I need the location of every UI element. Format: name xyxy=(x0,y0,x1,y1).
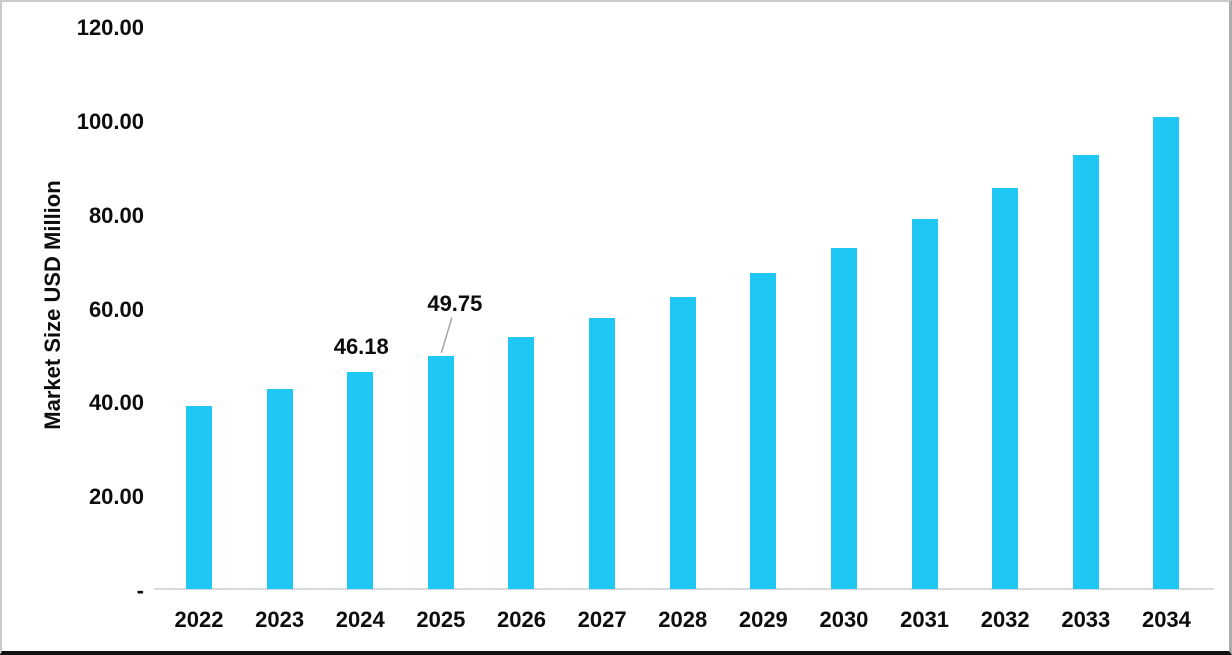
x-label-2022: 2022 xyxy=(174,607,224,632)
x-label-2028: 2028 xyxy=(658,607,708,632)
bar-2031 xyxy=(911,219,938,589)
bar-2034 xyxy=(1153,116,1180,589)
data-label-2024: 46.18 xyxy=(333,334,389,360)
x-label-2032: 2032 xyxy=(980,607,1030,632)
y-tick-80: 80.00 xyxy=(88,202,144,228)
x-label-2030: 2030 xyxy=(819,607,869,632)
data-label-2025: 49.75 xyxy=(427,290,483,316)
bar-2028 xyxy=(669,296,696,589)
bar-2033 xyxy=(1072,155,1099,589)
bar-2029 xyxy=(750,272,777,589)
y-tick-40: 40.00 xyxy=(88,390,144,416)
bar-2027 xyxy=(589,317,616,589)
x-label-2023: 2023 xyxy=(255,607,305,632)
x-label-2025: 2025 xyxy=(416,607,466,632)
bar-2022 xyxy=(186,405,212,589)
x-label-2031: 2031 xyxy=(900,607,950,632)
bar-2024 xyxy=(347,372,374,589)
y-tick-100: 100.00 xyxy=(76,109,144,134)
x-label-2024: 2024 xyxy=(335,607,385,632)
bar-2025 xyxy=(427,355,454,589)
x-axis-line xyxy=(154,588,1214,590)
bar-2026 xyxy=(508,336,535,589)
bar-2032 xyxy=(992,187,1019,589)
y-tick-0: - xyxy=(136,578,144,603)
bar-2030 xyxy=(830,247,857,589)
x-label-2034: 2034 xyxy=(1141,607,1191,632)
x-label-2027: 2027 xyxy=(577,607,627,632)
x-label-2026: 2026 xyxy=(496,607,546,632)
x-label-2033: 2033 xyxy=(1061,607,1111,632)
bar-2023 xyxy=(266,389,293,589)
x-label-2029: 2029 xyxy=(738,607,788,632)
y-tick-120: 120.00 xyxy=(76,15,144,41)
leader-line-2025 xyxy=(440,317,453,353)
y-tick-60: 60.00 xyxy=(88,296,144,322)
y-tick-20: 20.00 xyxy=(88,484,144,510)
